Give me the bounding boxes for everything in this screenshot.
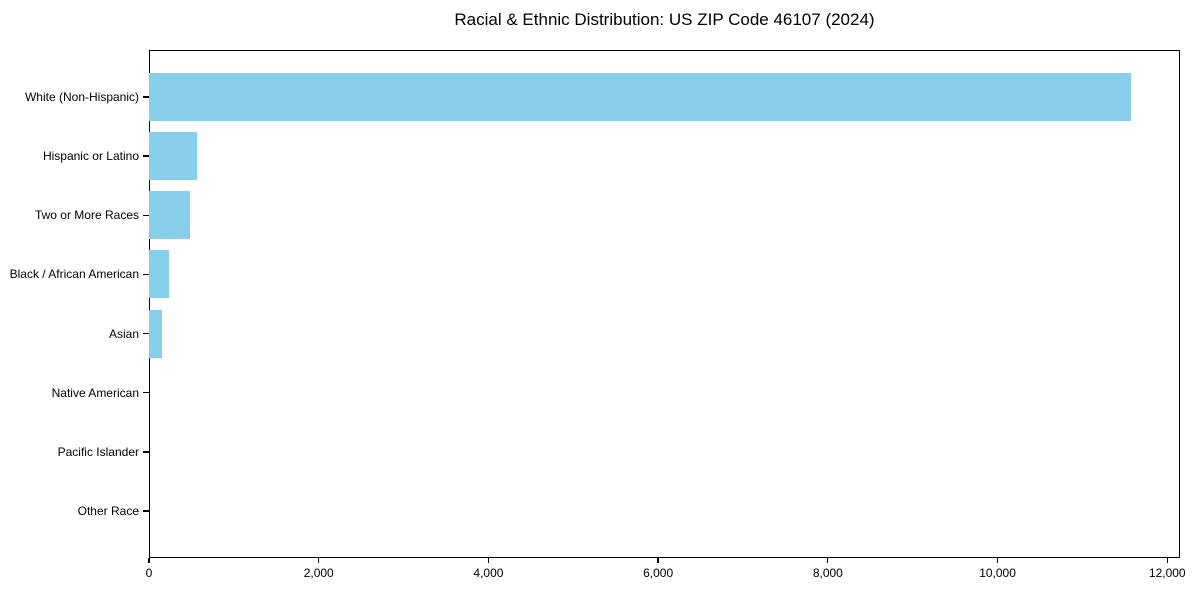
x-tick-0 xyxy=(148,558,150,563)
plot-area xyxy=(149,50,1180,558)
y-tick-native-american xyxy=(143,392,149,394)
x-tick-2000 xyxy=(318,558,320,563)
y-tick-asian xyxy=(143,332,149,335)
y-axis-label-asian: Asian xyxy=(108,326,139,341)
x-tick-12000 xyxy=(1166,558,1168,563)
x-tick-label-6000: 6,000 xyxy=(643,566,674,580)
y-tick-pacific-islander xyxy=(143,451,149,453)
x-tick-label-2000: 2,000 xyxy=(303,566,334,580)
bar-asian xyxy=(149,309,162,358)
bar-white-non-hispanic xyxy=(149,73,1131,121)
bar-black-african-american xyxy=(149,250,170,299)
x-tick-label-12000: 12,000 xyxy=(1148,566,1186,580)
y-axis-label-native-american: Native American xyxy=(51,385,139,400)
x-tick-label-8000: 8,000 xyxy=(812,566,843,580)
x-tick-label-10000: 10,000 xyxy=(979,566,1016,580)
y-axis-label-other-race: Other Race xyxy=(77,504,139,518)
x-tick-6000 xyxy=(657,558,659,563)
chart-title: Racial & Ethnic Distribution: US ZIP Cod… xyxy=(454,10,875,29)
y-axis-label-black-african-american: Black / African American xyxy=(9,267,139,282)
y-tick-hispanic-or-latino xyxy=(143,155,149,157)
y-tick-other-race xyxy=(143,510,149,512)
bar-two-or-more-races xyxy=(149,191,190,240)
y-axis-label-white-non-hispanic: White (Non-Hispanic) xyxy=(24,90,139,104)
y-tick-black-african-american xyxy=(143,273,149,276)
y-tick-white-non-hispanic xyxy=(143,96,149,98)
x-tick-label-0: 0 xyxy=(145,566,153,580)
y-axis-label-hispanic-or-latino: Hispanic or Latino xyxy=(42,149,139,164)
y-axis-label-pacific-islander: Pacific Islander xyxy=(57,444,139,459)
x-tick-10000 xyxy=(996,558,999,563)
bar-hispanic-or-latino xyxy=(149,132,198,181)
x-tick-8000 xyxy=(827,558,829,563)
x-tick-4000 xyxy=(487,558,490,563)
y-tick-two-or-more-races xyxy=(143,214,149,216)
y-axis-label-two-or-more-races: Two or More Races xyxy=(34,208,139,223)
x-tick-label-4000: 4,000 xyxy=(473,566,504,580)
